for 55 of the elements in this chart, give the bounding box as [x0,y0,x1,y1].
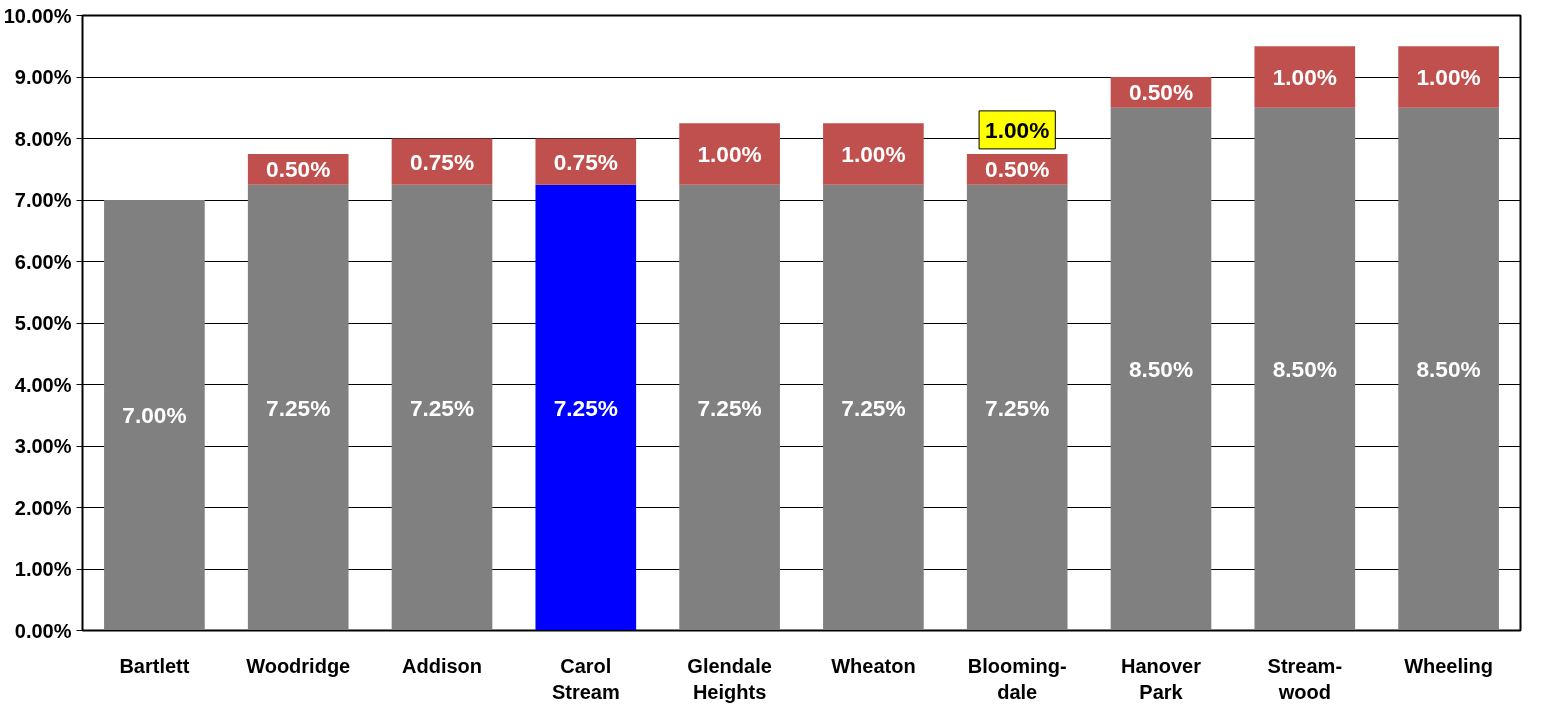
data-label: 1.00% [697,140,762,167]
data-label: 1.00% [1272,64,1337,90]
x-tick-label: Hanover Park [1120,654,1202,703]
y-tick-label: 4.00% [14,373,72,396]
x-tick-label: Bartlett [119,654,190,677]
x-tick-label: Wheaton [831,654,916,677]
data-label: 7.25% [697,394,762,421]
data-label: 0.50% [266,156,331,183]
bar [104,200,205,631]
y-tick-label: 6.00% [14,250,72,273]
bar [823,184,924,631]
y-tick-label: 8.00% [14,127,72,150]
y-tick-label: 10.00% [3,4,72,27]
bar [535,184,637,631]
bar [1254,46,1356,108]
data-label: 0.75% [553,148,618,175]
y-tick-label: 9.00% [14,66,72,88]
y-tick-label: 0.00% [14,619,72,642]
data-label: 0.50% [985,156,1050,183]
y-tick-label: 1.00% [14,558,72,580]
bar [679,184,780,631]
data-label: 8.50% [1272,356,1337,383]
data-label: 7.25% [841,394,906,421]
data-label: 1.00% [841,140,906,167]
bar [391,184,493,631]
data-label: 7.25% [985,394,1050,421]
data-label: 7.25% [409,394,475,421]
data-label: 7.00% [122,402,187,429]
x-tick-label: Stream- wood [1267,654,1343,703]
y-tick-label: 5.00% [14,312,72,334]
data-label: 7.25% [553,394,618,421]
bar [1398,107,1499,631]
x-tick-label: Woodridge [246,654,351,677]
data-label: 8.50% [1416,356,1481,383]
y-tick-label: 2.00% [14,496,72,519]
annotation: 1.00% [985,116,1050,143]
x-tick-label: Carol Stream [551,654,620,703]
data-label: 7.25% [266,394,331,421]
bar [966,184,1068,631]
x-tick-label: Wheeling [1404,654,1494,677]
x-tick-label: Addison [402,654,482,677]
bar [679,123,780,185]
y-tick-label: 7.00% [14,189,72,211]
data-label: 0.50% [1128,79,1194,106]
data-label: 0.75% [409,148,475,175]
bar [823,123,924,185]
data-label: 8.50% [1128,356,1194,383]
x-tick-label: Glendale Heights [687,654,772,703]
bar [247,184,349,631]
y-tick-label: 3.00% [14,435,72,457]
x-tick-label: Blooming- dale [967,654,1067,703]
data-label: 1.00% [1416,64,1481,90]
bar [1110,107,1212,631]
bar [1254,107,1356,631]
bar [1398,46,1499,108]
